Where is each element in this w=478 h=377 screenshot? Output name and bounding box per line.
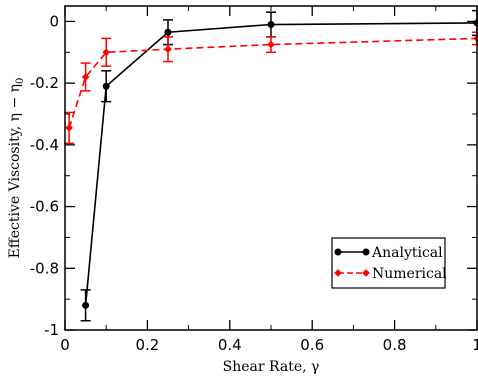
x-tick-label: 0.6 [300,336,324,354]
data-point [102,82,110,90]
data-point [102,48,110,57]
data-point [82,301,90,309]
x-tick-label: 1 [472,336,478,354]
data-point [164,45,172,53]
legend-marker [334,248,342,256]
y-tick-label: -0.4 [30,136,59,154]
y-tick-label: -0.8 [30,259,59,277]
data-point [267,21,275,29]
data-point [267,40,275,49]
series-line [68,37,478,129]
legend-marker [362,269,370,277]
x-tick-label: 0.2 [135,336,159,354]
legend-marker [334,269,342,277]
legend-entry-numerical: Numerical [334,266,447,282]
data-point [164,28,172,36]
data-point [81,73,90,81]
y-tick-label: 0 [49,12,59,30]
y-tick-label: -0.6 [30,198,59,216]
tick-labels: 0 0.2 0.4 0.6 0.8 1 -1 -0.8 -0.6 -0.4 -0.2 0 [30,12,478,354]
y-tick-label: -1 [44,321,59,339]
y-axis-label-main: Effective Viscosity, η − η [7,84,23,258]
legend: Analytical Numerical [331,237,447,289]
y-tick-label: -0.2 [30,74,59,92]
y-axis-label: Effective Viscosity, η − η0 [7,78,26,259]
data-point [65,124,73,132]
x-axis-label: Shear Rate, γ [223,359,320,375]
legend-entry-analytical: Analytical [334,245,443,261]
x-tick-label: 0.4 [218,336,242,354]
axis-ticks [64,6,478,331]
x-tick-label: 0.8 [383,336,407,354]
y-axis-label-subscript: 0 [15,78,26,84]
legend-label: Numerical [372,266,447,282]
legend-box [331,237,446,289]
x-tick-label: 0 [60,336,70,354]
legend-marker [362,248,370,256]
legend-label: Analytical [371,245,443,261]
series-numerical [64,31,478,145]
